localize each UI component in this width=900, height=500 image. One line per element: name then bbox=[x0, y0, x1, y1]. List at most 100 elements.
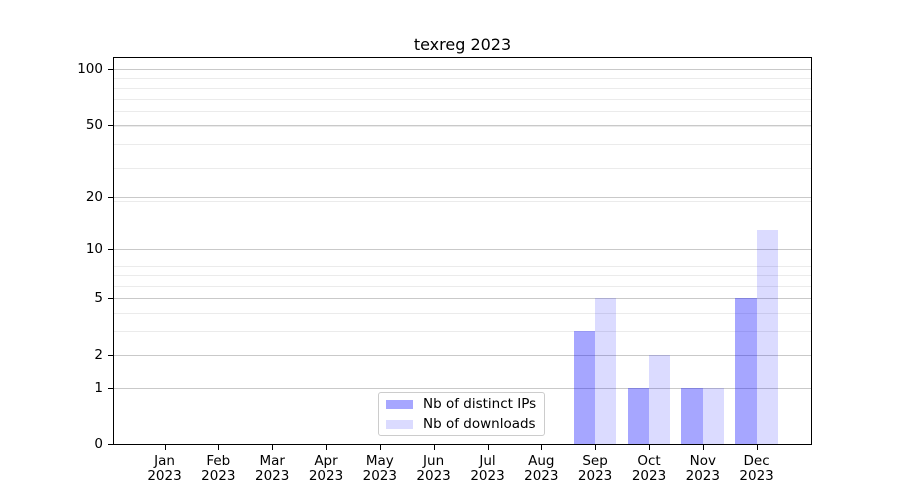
major-gridline bbox=[113, 298, 812, 300]
x-tick-month: Apr bbox=[314, 453, 338, 469]
minor-gridline bbox=[113, 275, 812, 276]
x-tick-month: Nov bbox=[689, 453, 716, 469]
minor-gridline bbox=[113, 331, 812, 333]
minor-gridline bbox=[113, 111, 812, 113]
major-gridline bbox=[113, 249, 812, 251]
x-tick-mark bbox=[487, 445, 489, 450]
bar-distinct-ips-nov bbox=[681, 387, 703, 444]
major-gridline bbox=[113, 196, 812, 198]
x-tick-year: 2023 bbox=[470, 467, 505, 484]
plot-frame bbox=[113, 57, 812, 445]
x-tick-year: 2023 bbox=[201, 467, 236, 484]
legend-item-downloads: Nb of downloads bbox=[386, 415, 544, 434]
x-tick-month: May bbox=[365, 453, 394, 469]
x-tick-mark bbox=[272, 445, 274, 450]
legend-swatch-distinct-ips bbox=[386, 399, 413, 409]
x-tick-label: Oct 2023 bbox=[621, 454, 677, 483]
x-tick-month: Jan bbox=[154, 453, 175, 469]
y-tick-label: 100 bbox=[77, 61, 103, 77]
x-tick-mark bbox=[541, 445, 543, 450]
bar-downloads-sep bbox=[595, 298, 617, 444]
y-tick-mark bbox=[108, 196, 113, 198]
minor-gridline bbox=[113, 87, 812, 89]
x-tick-year: 2023 bbox=[255, 467, 290, 484]
x-tick-month: Aug bbox=[528, 453, 555, 469]
y-tick-mark bbox=[108, 69, 113, 70]
x-tick-month: Dec bbox=[743, 453, 770, 469]
legend-item-distinct-ips: Nb of distinct IPs bbox=[386, 395, 544, 414]
y-tick-mark bbox=[108, 387, 113, 389]
minor-gridline bbox=[113, 126, 812, 128]
x-tick-year: 2023 bbox=[631, 467, 667, 484]
x-tick-mark bbox=[756, 445, 758, 450]
x-tick-label: Jan 2023 bbox=[137, 454, 193, 483]
x-tick-mark bbox=[649, 445, 650, 450]
x-tick-label: Mar 2023 bbox=[244, 454, 300, 483]
legend: Nb of distinct IPs Nb of downloads bbox=[378, 392, 545, 436]
y-tick-label: 1 bbox=[94, 379, 103, 396]
y-tick-label: 50 bbox=[85, 116, 103, 133]
y-tick-mark bbox=[108, 298, 113, 300]
x-tick-month: Sep bbox=[582, 453, 608, 469]
x-tick-mark bbox=[702, 445, 704, 450]
y-tick-mark bbox=[108, 124, 113, 126]
x-tick-label: Jun 2023 bbox=[406, 454, 462, 483]
x-tick-year: 2023 bbox=[524, 467, 559, 484]
y-tick-label: 20 bbox=[85, 188, 103, 205]
major-gridline bbox=[113, 69, 812, 70]
y-tick-label: 5 bbox=[94, 290, 103, 307]
minor-gridline bbox=[113, 167, 812, 169]
y-tick-label: 0 bbox=[94, 436, 103, 452]
minor-gridline bbox=[113, 78, 812, 80]
x-tick-month: Jun bbox=[423, 453, 445, 469]
x-tick-mark bbox=[379, 445, 381, 450]
legend-label-downloads: Nb of downloads bbox=[423, 415, 536, 432]
y-tick-label: 2 bbox=[94, 346, 103, 363]
x-tick-month: Feb bbox=[206, 453, 231, 469]
legend-label-distinct-ips: Nb of distinct IPs bbox=[423, 395, 537, 412]
x-tick-month: Mar bbox=[259, 453, 285, 469]
bar-distinct-ips-oct bbox=[627, 387, 649, 444]
x-tick-year: 2023 bbox=[685, 467, 720, 484]
x-tick-label: Apr 2023 bbox=[298, 454, 354, 483]
major-gridline bbox=[113, 124, 812, 126]
x-tick-mark bbox=[218, 445, 220, 450]
x-tick-label: May 2023 bbox=[352, 454, 408, 483]
x-tick-mark bbox=[433, 445, 435, 450]
bar-distinct-ips-dec bbox=[735, 298, 757, 444]
y-tick-mark bbox=[108, 444, 113, 445]
bar-downloads-dec bbox=[756, 229, 778, 444]
x-tick-month: Jul bbox=[479, 453, 496, 469]
x-tick-label: Nov 2023 bbox=[675, 454, 731, 483]
x-tick-mark bbox=[595, 445, 597, 450]
bar-downloads-nov bbox=[702, 387, 725, 444]
x-tick-month: Oct bbox=[637, 453, 661, 469]
minor-gridline bbox=[113, 98, 812, 100]
y-tick-mark bbox=[108, 354, 113, 356]
bar-downloads-oct bbox=[649, 354, 671, 444]
minor-gridline bbox=[113, 200, 812, 202]
x-tick-label: Jul 2023 bbox=[460, 454, 516, 483]
y-tick-label: 10 bbox=[85, 241, 103, 258]
x-tick-label: Sep 2023 bbox=[567, 454, 623, 483]
bar-distinct-ips-sep bbox=[573, 331, 596, 444]
minor-gridline bbox=[113, 265, 812, 267]
x-tick-mark bbox=[326, 445, 327, 450]
major-gridline bbox=[113, 354, 812, 356]
x-tick-year: 2023 bbox=[577, 467, 613, 484]
minor-gridline bbox=[113, 313, 812, 315]
legend-swatch-downloads bbox=[386, 419, 413, 429]
minor-gridline bbox=[113, 144, 812, 146]
x-tick-label: Aug 2023 bbox=[513, 454, 569, 483]
x-tick-year: 2023 bbox=[739, 467, 774, 484]
y-tick-mark bbox=[108, 249, 113, 251]
major-gridline bbox=[113, 387, 812, 389]
x-tick-year: 2023 bbox=[147, 467, 182, 484]
x-tick-year: 2023 bbox=[362, 467, 397, 484]
x-tick-mark bbox=[164, 445, 166, 450]
x-tick-year: 2023 bbox=[308, 467, 344, 484]
x-tick-label: Feb 2023 bbox=[190, 454, 246, 483]
minor-gridline bbox=[113, 285, 812, 287]
x-tick-label: Dec 2023 bbox=[729, 454, 785, 483]
